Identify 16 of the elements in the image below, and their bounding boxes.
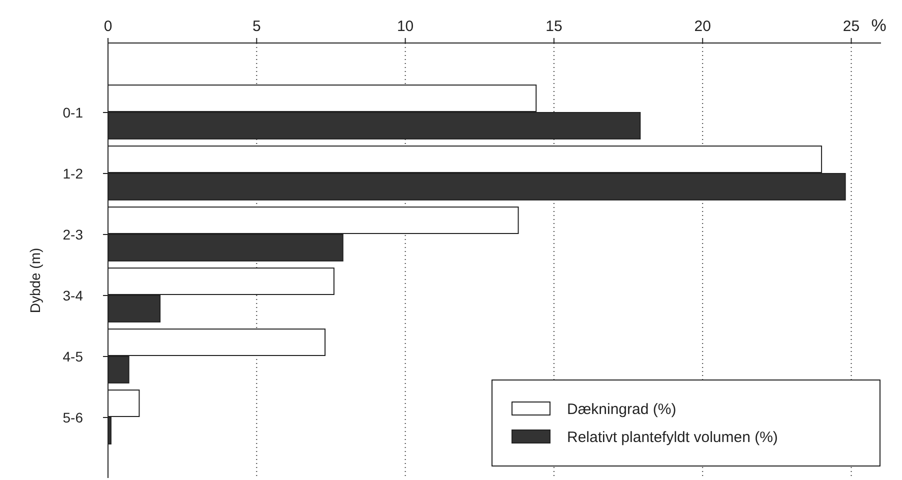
x-tick-label: 15 xyxy=(546,18,562,35)
y-axis-title: Dybde (m) xyxy=(27,248,43,314)
x-tick-label: 5 xyxy=(252,18,261,35)
y-tick-label: 1-2 xyxy=(62,166,84,182)
x-tick-label: 25 xyxy=(842,18,860,35)
y-tick-label: 0-1 xyxy=(62,104,84,120)
y-tick-label: 2-3 xyxy=(62,226,84,242)
y-tick-label: 5-6 xyxy=(62,410,84,426)
y-tick-label: 3-4 xyxy=(62,288,84,304)
x-tick-label: 20 xyxy=(694,18,711,35)
y-tick-label: 4-5 xyxy=(62,348,84,364)
legend-label: Dækningrad (%) xyxy=(567,401,676,418)
x-tick-label: 10 xyxy=(396,18,414,35)
x-tick-label: 0 xyxy=(104,18,112,35)
x-axis-title: % xyxy=(871,16,886,35)
legend-label: Relativt plantefyldt volumen (%) xyxy=(567,429,778,446)
